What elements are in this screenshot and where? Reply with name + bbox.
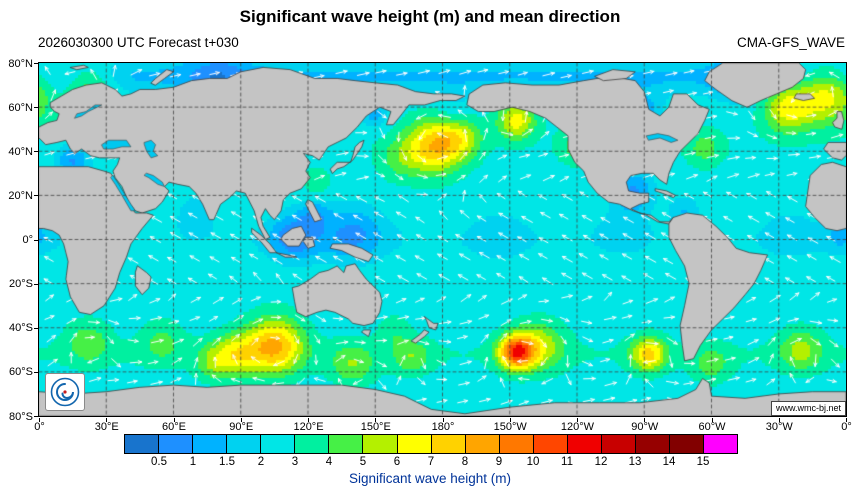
colorbar-tick-value: 14 xyxy=(662,456,676,468)
colorbar-tick-value: 13 xyxy=(628,456,642,468)
colorbar-tick-value: 5 xyxy=(359,456,367,468)
colorbar-tick-value: 9 xyxy=(495,456,503,468)
colorbar-tick-value: 0.5 xyxy=(151,456,167,468)
colorbar-segment xyxy=(362,435,397,453)
y-tick-mark xyxy=(33,107,38,109)
colorbar-segment xyxy=(566,435,601,453)
lon-tick-label: 30°W xyxy=(765,421,793,433)
lon-tick-label: 180° xyxy=(431,421,455,433)
colorbar-tick-value: 10 xyxy=(526,456,540,468)
colorbar xyxy=(124,434,738,454)
y-tick-mark xyxy=(33,327,38,329)
colorbar-segment xyxy=(464,435,499,453)
lon-tick-label: 30°E xyxy=(94,421,119,433)
colorbar-segment xyxy=(498,435,533,453)
colorbar-segment xyxy=(430,435,465,453)
map-frame: www.wmc-bj.net xyxy=(38,62,847,417)
lat-tick-label: 80°N xyxy=(8,57,33,70)
cma-logo xyxy=(45,373,85,411)
colorbar-segment xyxy=(634,435,669,453)
colorbar-segment xyxy=(532,435,567,453)
x-tick-mark xyxy=(106,418,108,422)
y-tick-mark xyxy=(33,63,38,64)
lon-tick-label: 60°E xyxy=(162,421,186,433)
colorbar-tick-value: 4 xyxy=(325,456,333,468)
y-tick-mark xyxy=(33,195,38,197)
y-tick-mark xyxy=(33,371,38,373)
x-tick-mark xyxy=(308,418,309,422)
lat-tick-label: 60°N xyxy=(8,101,33,114)
longitude-axis: 0° 30°E 60°E 90°E 120°E 150°E 180° 150°W 120°W 90… xyxy=(0,421,860,434)
latitude-axis: 80°N 60°N 40°N 20°N 0° 20°S 40°S 60°S 80°S xyxy=(0,0,34,493)
colorbar-segment xyxy=(226,435,261,453)
lon-tick-label: 90°E xyxy=(229,421,254,433)
colorbar-tick-value: 6 xyxy=(393,456,401,468)
x-tick-mark xyxy=(240,418,242,422)
x-tick-mark xyxy=(846,418,847,422)
colorbar-segment xyxy=(396,435,431,453)
lat-tick-label: 80°S xyxy=(9,410,33,423)
world-wave-height-map xyxy=(39,63,846,416)
lon-tick-label: 60°W xyxy=(698,421,726,433)
lon-tick-label: 120°E xyxy=(293,421,324,433)
lon-tick-label: 150°W xyxy=(493,421,527,433)
colorbar-segment xyxy=(192,435,227,453)
lat-tick-label: 20°N xyxy=(8,189,33,202)
lat-tick-label: 60°S xyxy=(9,366,33,379)
colorbar-segment xyxy=(600,435,635,453)
lat-tick-label: 0° xyxy=(22,234,33,246)
lat-tick-label: 40°N xyxy=(8,145,33,158)
colorbar-tick-value: 2 xyxy=(257,456,265,468)
y-tick-mark xyxy=(33,151,38,153)
colorbar-segment xyxy=(294,435,329,453)
lon-tick-label: 120°W xyxy=(560,421,595,433)
colorbar-tick-value: 3 xyxy=(291,456,299,468)
x-tick-mark xyxy=(577,418,578,422)
x-tick-mark xyxy=(375,418,377,422)
chart-title: Significant wave height (m) and mean dir… xyxy=(239,7,621,26)
lon-tick-label: 150°E xyxy=(360,421,391,433)
colorbar-segment xyxy=(158,435,193,453)
colorbar-segment xyxy=(260,435,295,453)
cma-spiral-icon xyxy=(50,377,80,407)
y-tick-mark xyxy=(33,283,38,285)
x-tick-mark xyxy=(39,418,40,422)
lat-tick-label: 40°S xyxy=(9,322,33,335)
colorbar-tick-value: 7 xyxy=(427,456,435,468)
colorbar-tick-value: 8 xyxy=(461,456,469,468)
x-tick-mark xyxy=(509,418,511,422)
colorbar-label: Significant wave height (m) xyxy=(348,471,512,486)
colorbar-tick-value: 15 xyxy=(696,456,710,468)
x-tick-mark xyxy=(711,418,713,422)
colorbar-tick-value: 1 xyxy=(189,456,197,468)
lat-tick-label: 20°S xyxy=(9,278,33,291)
x-tick-mark xyxy=(442,418,444,422)
colorbar-segment xyxy=(703,435,738,453)
lon-tick-label: 90°W xyxy=(631,421,659,433)
x-tick-mark xyxy=(644,418,646,422)
colorbar-tick-value: 12 xyxy=(594,456,608,468)
watermark-label: www.wmc-bj.net xyxy=(770,401,846,416)
colorbar-tick-value: 1.5 xyxy=(219,456,235,468)
colorbar-tick-labels: 0.5 1 1.5 2 3 4 5 6 7 8 9 10 11 12 13 14 15 xyxy=(0,456,860,469)
y-tick-mark xyxy=(33,239,38,241)
lon-tick-label: 0° xyxy=(34,421,45,433)
colorbar-tick-value: 11 xyxy=(561,456,573,468)
colorbar-segment xyxy=(125,435,159,453)
x-tick-mark xyxy=(173,418,175,422)
lon-tick-label: 0° xyxy=(841,421,852,433)
model-name-label: CMA-GFS_WAVE xyxy=(736,35,845,50)
colorbar-segment xyxy=(669,435,704,453)
y-tick-mark xyxy=(33,416,38,417)
forecast-init-label: 2026030300 UTC Forecast t+030 xyxy=(38,35,239,50)
colorbar-segment xyxy=(328,435,363,453)
x-tick-mark xyxy=(778,418,780,422)
